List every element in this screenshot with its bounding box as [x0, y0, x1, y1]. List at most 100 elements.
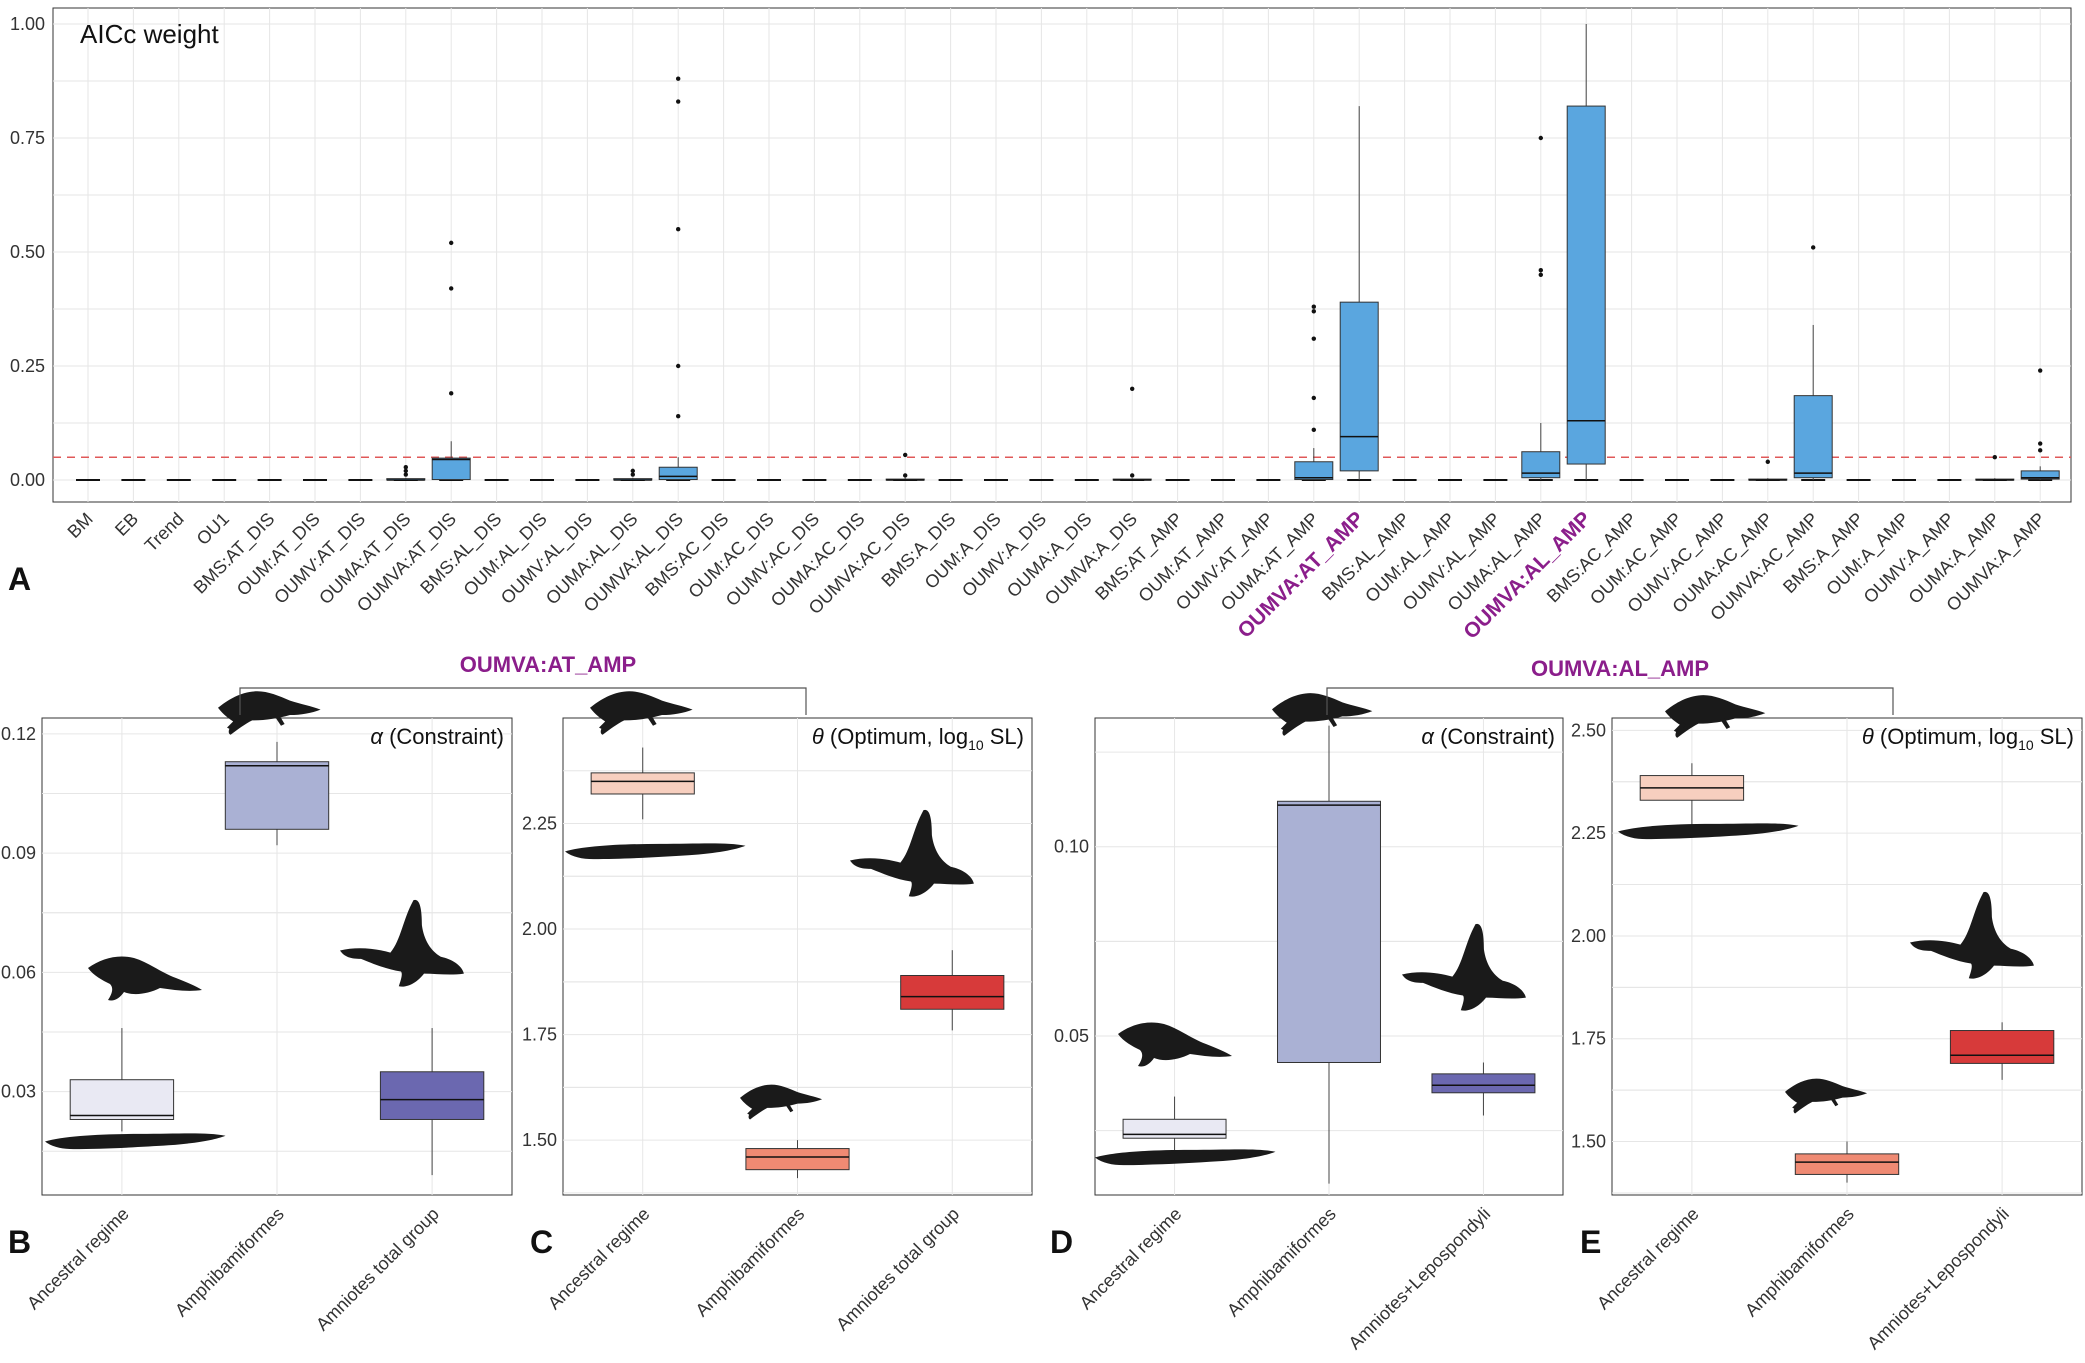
box-body: [1949, 1030, 2055, 1064]
chart-title: AICc weight: [80, 19, 219, 49]
outlier-point: [676, 413, 681, 419]
y-tick-label: 2.50: [1571, 720, 1606, 740]
outlier-point: [1538, 135, 1544, 141]
y-tick-label: 0.12: [1, 724, 36, 744]
panel-a-frame: [52, 7, 2072, 503]
outlier-point: [1311, 395, 1317, 401]
y-tick-label: 0.00: [10, 470, 45, 490]
box-ancestral-regime: [1122, 1096, 1227, 1154]
title-symbol: θ: [812, 724, 830, 749]
x-tick-label: EB: [111, 509, 142, 540]
box-ouma-al-dis: [613, 468, 653, 481]
y-tick-label: 0.03: [1, 1082, 36, 1102]
outlier-point: [1130, 473, 1135, 478]
title-text: (Constraint): [1440, 724, 1555, 749]
header-right: OUMVA:AL_AMP: [1531, 656, 1709, 681]
y-tick-label: 1.75: [1571, 1029, 1606, 1049]
outlier-point: [2038, 448, 2043, 453]
box-body: [1294, 461, 1334, 481]
title-text: (Optimum, log: [830, 724, 968, 749]
panel-letter: B: [8, 1224, 31, 1260]
box-oumva-al-amp: [1566, 24, 1606, 480]
box-ouma-at-dis: [386, 465, 426, 481]
outlier-point: [676, 363, 681, 369]
box-oumva-a-dis: [1112, 386, 1152, 481]
y-tick-label: 0.25: [10, 356, 45, 376]
y-tick-label: 0.10: [1054, 837, 1089, 857]
outlier-point: [1992, 455, 1998, 460]
y-tick-label: 2.25: [1571, 823, 1606, 843]
panel-title: θ (Optimum, log10 SL): [812, 724, 1024, 753]
panel-letter: C: [530, 1224, 553, 1260]
x-tick-label: Amniotes+Lepospondyli: [1345, 1204, 1495, 1354]
x-tick-label: Ancestral regime: [1076, 1204, 1186, 1314]
outlier-point: [1538, 272, 1544, 277]
outlier-point: [903, 452, 908, 458]
title-symbol: α: [1421, 724, 1440, 749]
box-ouma-at-amp: [1294, 304, 1334, 481]
box-body: [2020, 470, 2060, 480]
outlier-point: [676, 76, 681, 81]
box-oumva-ac-amp: [1793, 245, 1833, 480]
outlier-point: [2038, 368, 2043, 373]
outlier-point: [1311, 309, 1317, 314]
box-ancestral-regime: [69, 1028, 175, 1132]
y-tick-label: 2.25: [522, 814, 557, 834]
box-body: [1122, 1118, 1227, 1139]
box-amniotes-lepospondyli: [1431, 1062, 1536, 1116]
box-oumva-al-dis: [658, 76, 698, 481]
outlier-point: [1538, 268, 1544, 273]
box-body: [590, 772, 695, 795]
outlier-point: [449, 391, 454, 396]
box-ancestral-regime: [590, 747, 695, 820]
y-tick-label: 1.50: [522, 1130, 557, 1150]
panel-title: α (Constraint): [370, 724, 504, 749]
outlier-point: [449, 286, 454, 291]
x-tick-label: Amphibamiformes: [1741, 1204, 1858, 1321]
outlier-point: [403, 465, 408, 470]
y-tick-label: 0.06: [1, 962, 36, 982]
y-tick-label: 2.00: [522, 919, 557, 939]
box-ouma-a-amp: [1975, 455, 2015, 481]
box-body: [1794, 1153, 1900, 1175]
box-body: [379, 1071, 485, 1120]
x-tick-label: Ancestral regime: [1593, 1204, 1703, 1314]
title-text: (Optimum, log: [1880, 724, 2018, 749]
box-body: [1339, 301, 1379, 472]
bracket-left: [239, 687, 807, 715]
box-oumva-at-amp: [1339, 106, 1379, 480]
y-tick-label: 2.00: [1571, 926, 1606, 946]
box-amphibamiformes: [1794, 1141, 1900, 1183]
box-ancestral-regime: [1639, 763, 1745, 825]
x-tick-label: OU1: [193, 509, 233, 549]
x-tick-label: Ancestral regime: [23, 1204, 133, 1314]
outlier-point: [1311, 304, 1317, 309]
outlier-point: [403, 468, 408, 474]
title-subscript: 10: [968, 737, 984, 753]
y-tick-label: 1.75: [522, 1025, 557, 1045]
title-symbol: α: [370, 724, 389, 749]
x-tick-label: BM: [64, 509, 97, 542]
outlier-point: [403, 472, 408, 477]
panel-b: 0.03 0.06 0.09 0.12 α (Constraint) Ancestral …: [1, 717, 513, 1335]
outlier-point: [1765, 459, 1771, 464]
bracket-right: [1326, 687, 1894, 715]
x-tick-label: Amniotes total group: [312, 1204, 443, 1335]
panel-title: θ (Optimum, log10 SL): [1862, 724, 2074, 753]
x-tick-label: Amniotes+Lepospondyli: [1863, 1204, 2013, 1354]
x-tick-label: Amniotes total group: [832, 1204, 963, 1335]
outlier-point: [1811, 245, 1816, 250]
title-suffix: SL): [2034, 724, 2074, 749]
outlier-point: [903, 473, 908, 478]
box-ouma-ac-amp: [1748, 459, 1788, 481]
outlier-point: [676, 227, 681, 232]
x-tick-label: Amphibamiformes: [1223, 1204, 1340, 1321]
annotations: OUMVA:AT_AMP OUMVA:AL_AMP A B C D E: [8, 561, 2034, 1260]
box-oumva-at-dis: [431, 240, 471, 481]
y-tick-label: 1.50: [1571, 1132, 1606, 1152]
outlier-point: [1311, 427, 1317, 433]
y-tick-label: 0.05: [1054, 1026, 1089, 1046]
panel-letter: E: [1580, 1224, 1601, 1260]
panel-letter: D: [1050, 1224, 1073, 1260]
